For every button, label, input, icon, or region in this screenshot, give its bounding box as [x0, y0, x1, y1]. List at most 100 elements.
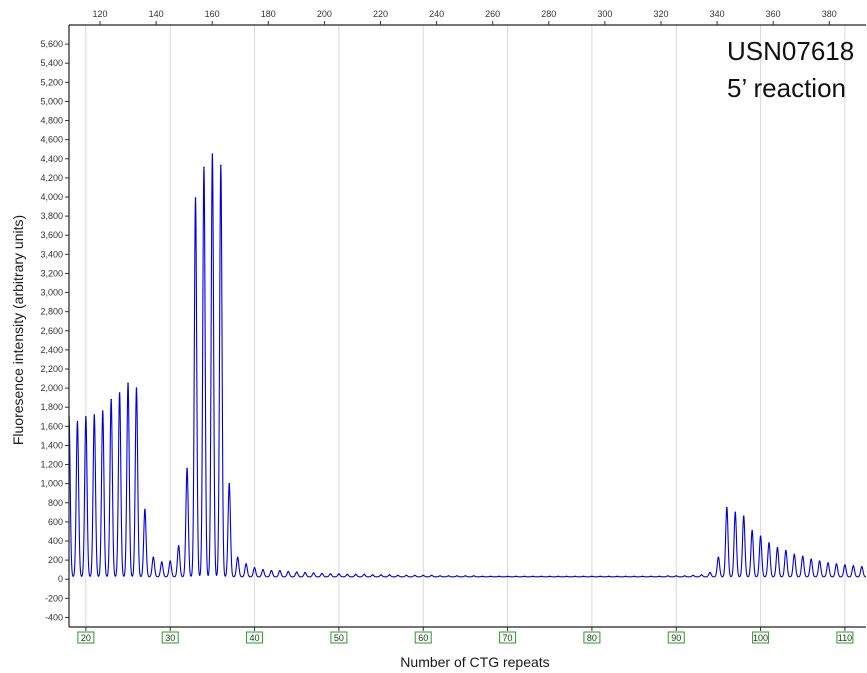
peak-point — [135, 387, 138, 389]
peak-point — [321, 572, 323, 575]
peak-point — [93, 414, 96, 416]
peak-point — [253, 566, 256, 569]
y-tick-label: -400 — [45, 612, 63, 622]
peak-point — [548, 575, 551, 578]
y-tick-label: 200 — [48, 555, 63, 565]
peak-point — [388, 574, 391, 576]
y-tick-label: 5,200 — [40, 77, 63, 87]
x-axis: 20 30 40 50 60 70 80 90 100 110 — [77, 627, 854, 644]
peak-point — [422, 574, 425, 577]
y-tick-label: 5,000 — [40, 96, 63, 106]
peak-point — [565, 575, 568, 578]
peak-point — [177, 544, 180, 547]
peak-point — [127, 382, 129, 385]
peak-point — [144, 508, 146, 511]
peak-point — [76, 420, 79, 423]
peak-point — [245, 563, 247, 565]
peak-point — [633, 575, 635, 578]
y-axis-title: Fluoresence intensity (arbitrary units) — [10, 215, 26, 445]
peak-point — [776, 546, 779, 549]
peak-point — [346, 573, 349, 576]
x-tick-box — [499, 631, 517, 644]
peak-point — [236, 556, 239, 559]
peak-point — [532, 575, 534, 578]
top-tick-label: 240 — [429, 9, 444, 19]
y-tick-label: 3,400 — [40, 249, 63, 259]
peak-point — [152, 556, 155, 559]
peak-point — [371, 574, 374, 576]
peak-point — [785, 549, 787, 552]
y-tick-label: 3,000 — [40, 288, 63, 298]
peak-point — [860, 566, 863, 568]
peak-point — [759, 535, 762, 538]
plot-frame — [68, 25, 866, 628]
y-tick-label: 1,400 — [40, 440, 63, 450]
reaction-annotation: 5’ reaction — [727, 73, 846, 103]
peak-point — [700, 574, 703, 576]
y-tick-label: 4,800 — [40, 116, 63, 126]
peak-point — [540, 575, 543, 578]
peak-point — [591, 575, 593, 578]
peak-point — [211, 153, 214, 155]
top-tick-label: 200 — [317, 9, 332, 19]
y-tick-label: 4,200 — [40, 173, 63, 183]
peak-point — [413, 574, 416, 577]
peak-point — [279, 569, 281, 572]
peak-point — [262, 568, 264, 571]
trace-group — [68, 153, 867, 578]
top-tick-label: 220 — [373, 9, 388, 19]
peak-point — [624, 575, 627, 578]
peak-point — [818, 560, 821, 562]
x-tick-box — [246, 631, 264, 644]
y-tick-label: 2,200 — [40, 364, 63, 374]
peak-point — [523, 575, 526, 578]
peak-point — [354, 573, 357, 576]
peak-point — [160, 561, 163, 563]
peak-point — [726, 506, 728, 509]
peak-point — [751, 529, 753, 532]
x-tick-box — [414, 631, 432, 644]
y-tick-label: 2,000 — [40, 383, 63, 393]
peak-point — [683, 575, 686, 577]
top-tick-label: 320 — [653, 9, 668, 19]
x-tick-label: 110 — [838, 633, 852, 643]
fluorescence-trace — [68, 153, 867, 578]
peak-point — [599, 575, 602, 578]
top-tick-label: 300 — [597, 9, 612, 19]
top-tick-label: 360 — [766, 9, 781, 19]
x-tick-label: 90 — [671, 633, 681, 643]
peak-point — [616, 575, 619, 578]
peak-point — [186, 467, 188, 470]
peak-point — [405, 574, 408, 577]
peak-point — [380, 574, 382, 576]
peak-point — [515, 575, 517, 578]
top-tick-label: 280 — [541, 9, 556, 19]
x-tick-box — [583, 631, 601, 644]
peak-point — [295, 571, 298, 573]
peak-point — [827, 562, 829, 564]
y-tick-label: 400 — [48, 536, 63, 546]
y-tick-label: 4,600 — [40, 135, 63, 145]
peak-point — [338, 573, 340, 575]
peak-point — [506, 575, 509, 578]
peak-point — [734, 511, 737, 514]
x-tick-box — [77, 631, 95, 644]
x-tick-label: 50 — [334, 633, 344, 643]
top-tick-label: 160 — [205, 9, 220, 19]
y-tick-label: 1,000 — [40, 479, 63, 489]
peak-point — [709, 571, 711, 574]
peak-point — [439, 575, 441, 577]
peak-point — [397, 574, 399, 577]
peak-point — [717, 556, 720, 559]
peak-point — [203, 166, 205, 169]
y-axis: -400 -200 0 200 400 600 800 1,000 1,200 1,400 1,60… — [40, 39, 69, 622]
peak-point — [498, 575, 500, 578]
peak-point — [464, 575, 467, 577]
peak-point — [312, 572, 315, 574]
y-tick-label: 4,400 — [40, 154, 63, 164]
peak-point — [801, 555, 804, 558]
peak-point — [228, 482, 231, 485]
y-tick-label: 3,800 — [40, 211, 63, 221]
